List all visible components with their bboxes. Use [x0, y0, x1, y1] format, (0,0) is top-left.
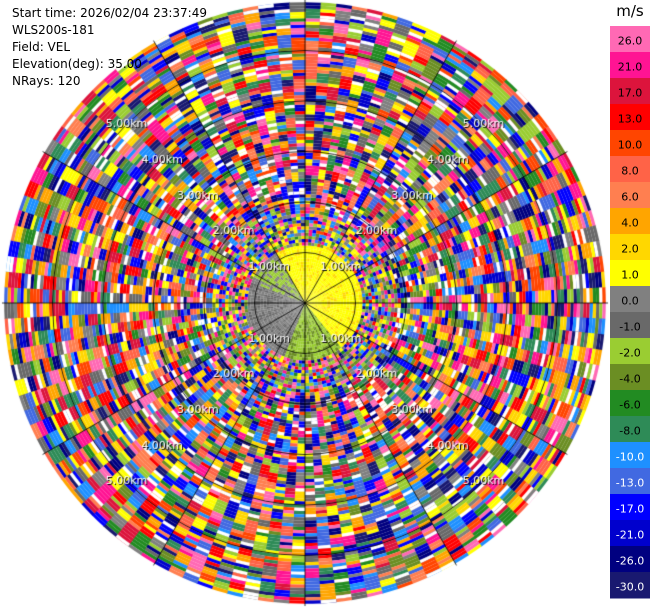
colorbar-tick-label: 13.0	[618, 112, 643, 125]
colorbar-segment	[610, 520, 650, 547]
colorbar-segment	[610, 104, 650, 131]
colorbar-tick-label: -13.0	[616, 476, 644, 489]
colorbar-segment	[610, 338, 650, 365]
colorbar-segment	[610, 572, 650, 599]
colorbar-tick-label: -1.0	[619, 320, 640, 333]
colorbar-tick-label: -4.0	[619, 372, 640, 385]
colorbar-segment	[610, 156, 650, 183]
start-time-label: Start time: 2026/02/04 23:37:49	[12, 6, 207, 20]
elevation-label: Elevation(deg): 35.00	[12, 57, 142, 71]
colorbar-segment	[610, 182, 650, 209]
colorbar-segment	[610, 494, 650, 521]
colorbar-segment	[610, 26, 650, 53]
colorbar-tick-label: 4.0	[621, 216, 639, 229]
colorbar-tick-label: 2.0	[621, 242, 639, 255]
colorbar-tick-label: -6.0	[619, 398, 640, 411]
colorbar-tick-label: 6.0	[621, 190, 639, 203]
colorbar-segment	[610, 208, 650, 235]
colorbar-segment	[610, 416, 650, 443]
colorbar-tick-label: -2.0	[619, 346, 640, 359]
colorbar-segment	[610, 390, 650, 417]
colorbar-segment	[610, 546, 650, 573]
colorbar-segment	[610, 234, 650, 261]
colorbar-unit: m/s	[616, 2, 644, 20]
colorbar-segment	[610, 364, 650, 391]
colorbar-tick-label: 1.0	[621, 268, 639, 281]
header-info: Start time: 2026/02/04 23:37:49 WLS200s-…	[12, 6, 207, 91]
colorbar-segment	[610, 78, 650, 105]
colorbar-tick-label: 10.0	[618, 138, 643, 151]
colorbar-segment	[610, 442, 650, 469]
colorbar-tick-label: -10.0	[616, 450, 644, 463]
colorbar-tick-label: 21.0	[618, 60, 643, 73]
colorbar-tick-label: -8.0	[619, 424, 640, 437]
colorbar-tick-label: -21.0	[616, 528, 644, 541]
colorbar-segment	[610, 260, 650, 287]
colorbar-segment	[610, 130, 650, 157]
colorbar-tick-label: 8.0	[621, 164, 639, 177]
colorbar-segment	[610, 468, 650, 495]
colorbar-tick-label: 26.0	[618, 34, 643, 47]
colorbar-tick-label: 17.0	[618, 86, 643, 99]
colorbar-segment	[610, 52, 650, 79]
nrays-label: NRays: 120	[12, 74, 81, 88]
field-label: Field: VEL	[12, 40, 71, 54]
colorbar-segment	[610, 286, 650, 313]
colorbar-segment	[610, 312, 650, 339]
colorbar-tick-label: -17.0	[616, 502, 644, 515]
colorbar-tick-label: -30.0	[616, 580, 644, 593]
colorbar-tick-label: -26.0	[616, 554, 644, 567]
instrument-label: WLS200s-181	[12, 23, 95, 37]
colorbar-tick-label: 0.0	[621, 294, 639, 307]
